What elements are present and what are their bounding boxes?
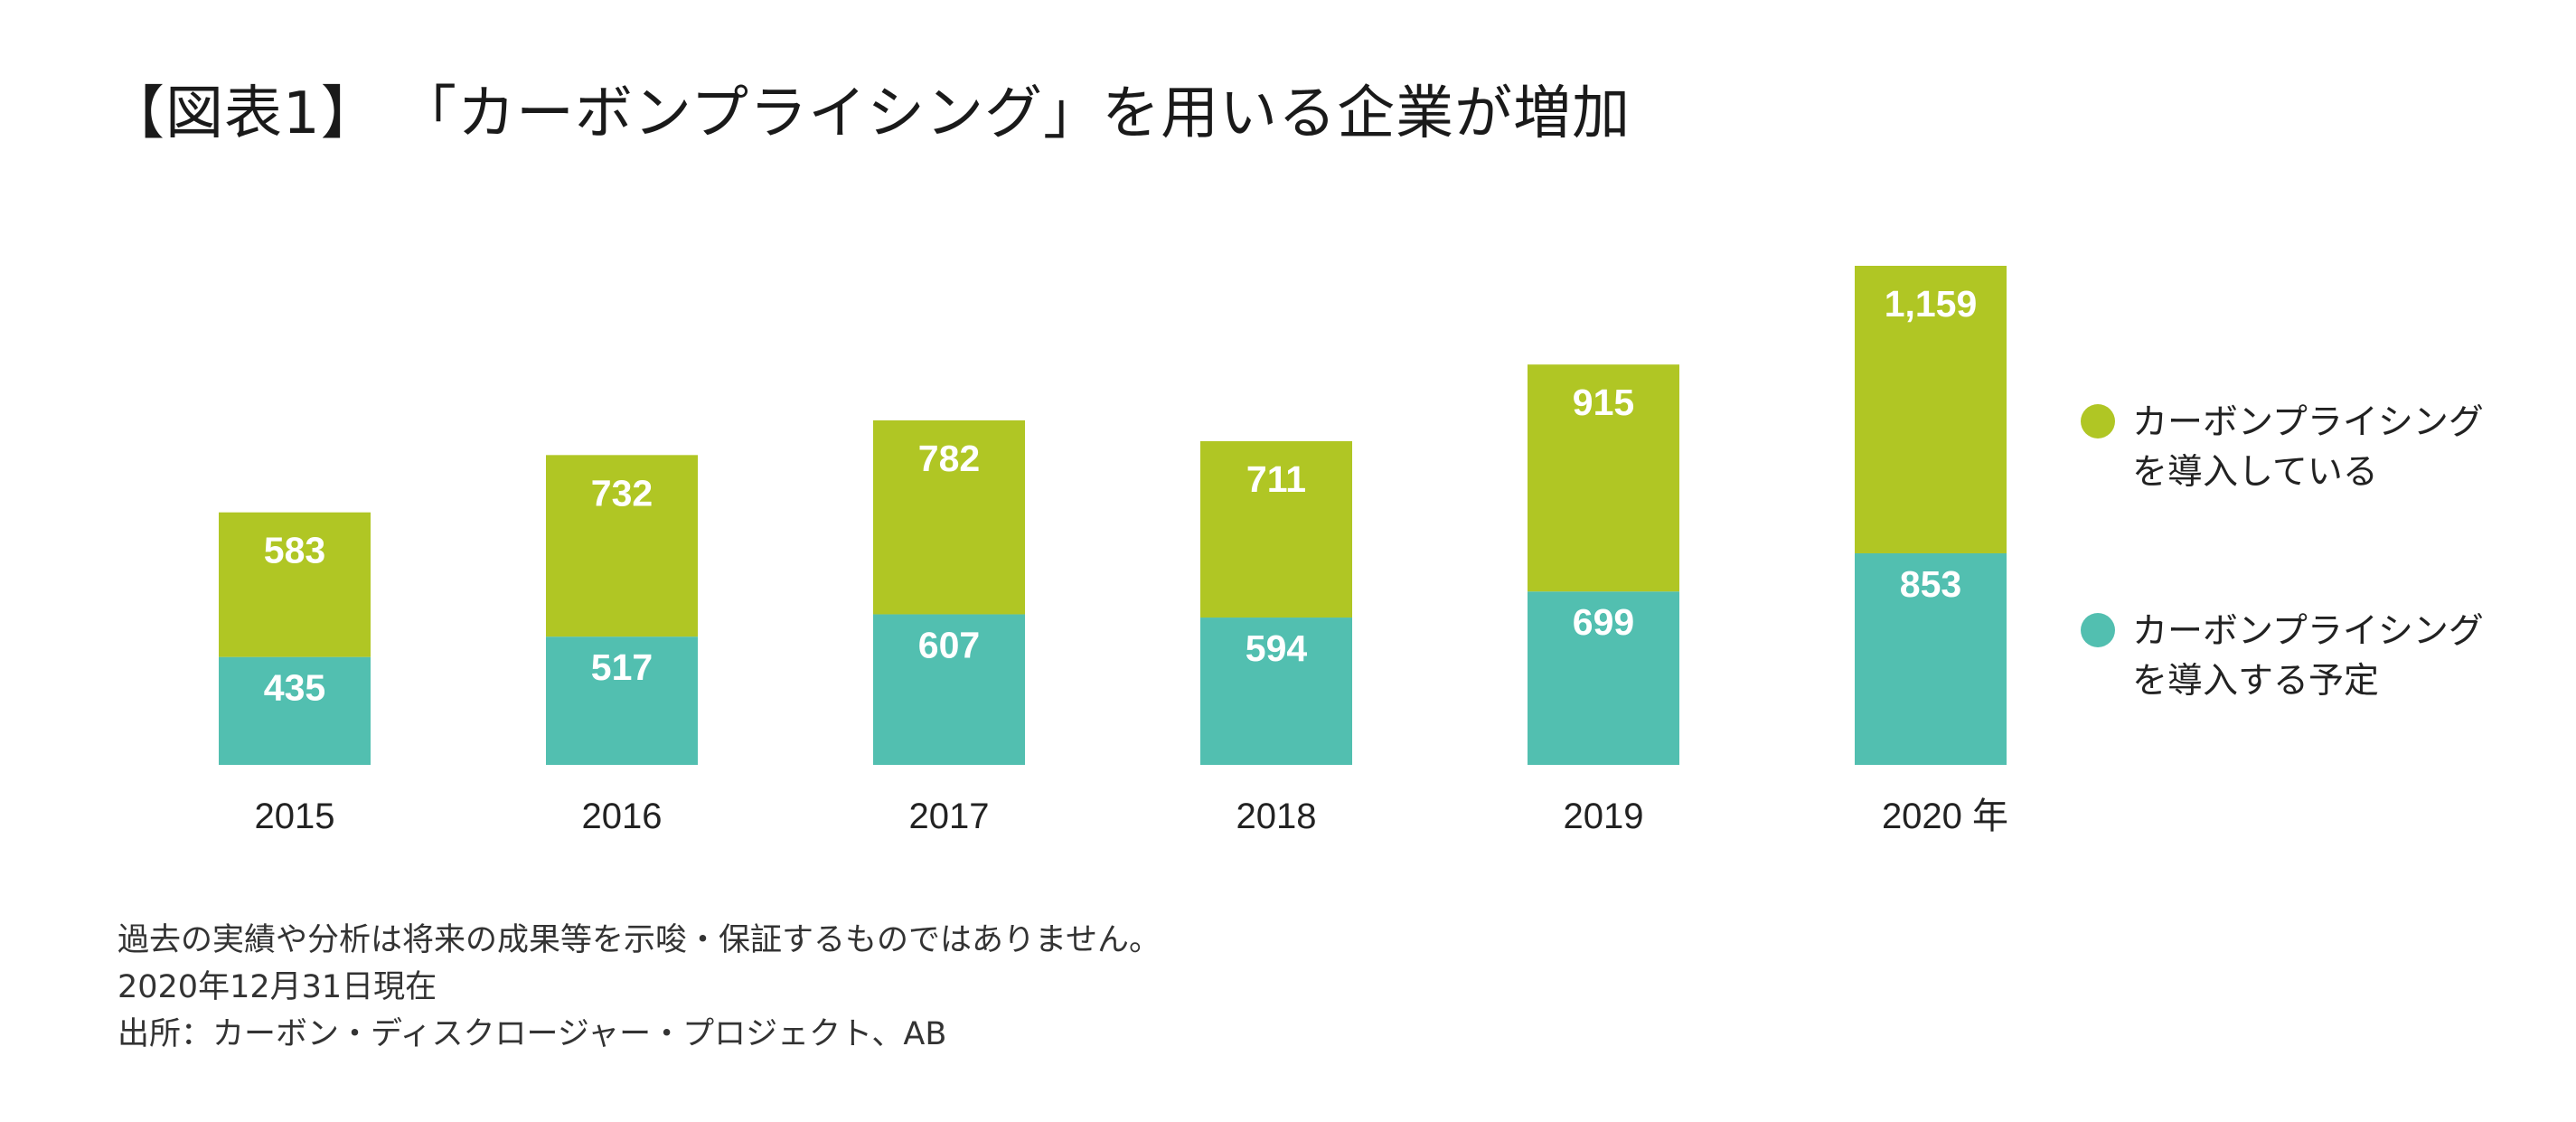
bar-planned-2016 (546, 636, 698, 765)
x-tick-label-2015: 2015 (255, 797, 335, 836)
legend-marker-planned (2081, 613, 2115, 647)
bar-planned-2015 (219, 656, 371, 765)
value-label-implemented-2019: 915 (1573, 382, 1634, 423)
value-label-implemented-2015: 583 (264, 530, 325, 571)
bar-implemented-2020 (1855, 266, 2007, 553)
legend-label-implemented-line-1: カーボンプライシング (2132, 402, 2484, 443)
value-label-implemented-2018: 711 (1246, 458, 1306, 500)
x-tick-label-2017: 2017 (909, 797, 990, 836)
x-tick-label-2016: 2016 (582, 797, 663, 836)
value-label-planned-2017: 607 (918, 624, 980, 665)
x-tick-label-2018: 2018 (1236, 797, 1317, 836)
bar-implemented-2019 (1528, 364, 1679, 592)
source-note: 出所：カーボン・ディスクロージャー・プロジェクト、AB (118, 1016, 947, 1052)
value-label-planned-2018: 594 (1246, 627, 1308, 669)
legend-label-implemented-line-2: を導入している (2132, 452, 2378, 493)
chart-title: 【図表1】 「カーボンプライシング」を用いる企業が増加 (107, 80, 1631, 147)
bar-planned-2019 (1528, 591, 1679, 765)
value-label-implemented-2016: 732 (591, 472, 653, 514)
x-tick-label-2019: 2019 (1564, 797, 1644, 836)
value-label-implemented-2017: 782 (918, 438, 980, 479)
bar-implemented-2015 (219, 512, 371, 657)
value-label-planned-2016: 517 (591, 646, 653, 688)
value-label-planned-2020: 853 (1900, 563, 1961, 605)
bar-implemented-2018 (1200, 440, 1352, 618)
bar-implemented-2017 (873, 420, 1025, 615)
footnotes: 過去の実績や分析は将来の成果等を示唆・保証するものではありません。 2020年1… (118, 917, 1161, 1058)
legend-label-planned-line-1: カーボンプライシング (2132, 611, 2484, 652)
x-tick-label-2020: 2020 年 (1882, 797, 2008, 836)
legend-label-planned-line-2: を導入する予定 (2132, 661, 2379, 702)
bar-implemented-2016 (546, 455, 698, 637)
date-note: 2020年12月31日現在 (118, 969, 437, 1005)
bar-planned-2020 (1855, 552, 2007, 765)
value-label-implemented-2020: 1,159 (1885, 283, 1978, 325)
legend-marker-implemented (2081, 404, 2115, 438)
bar-planned-2017 (873, 614, 1025, 765)
value-label-planned-2015: 435 (264, 667, 325, 709)
bar-planned-2018 (1200, 618, 1352, 765)
value-label-planned-2019: 699 (1573, 601, 1634, 643)
disclaimer-note: 過去の実績や分析は将来の成果等を示唆・保証するものではありません。 (118, 922, 1161, 958)
